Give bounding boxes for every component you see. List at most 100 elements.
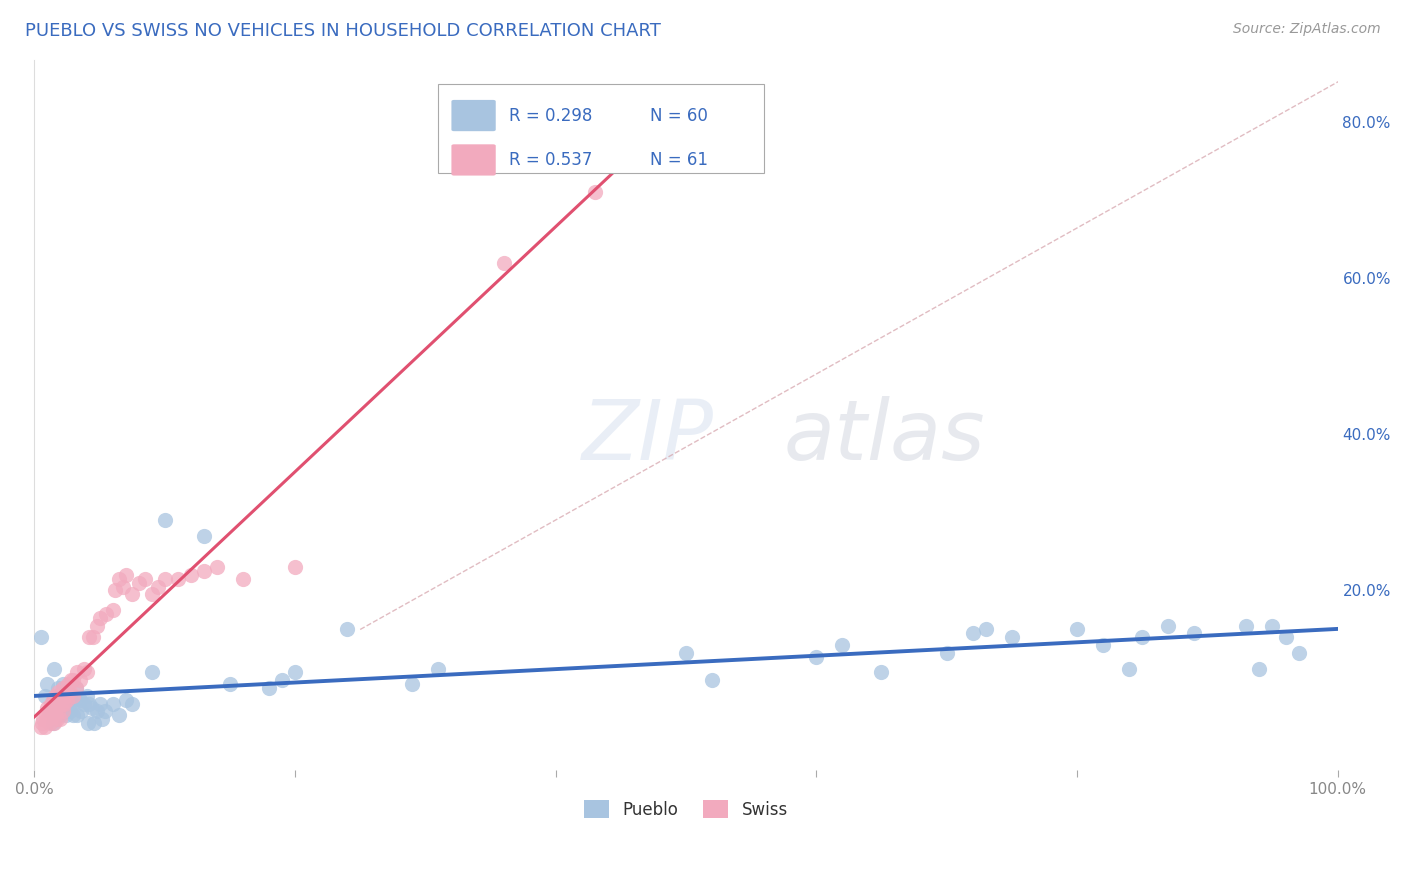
Point [44,705,66,719]
Text: ZIP: ZIP [582,396,714,476]
Point [77,697,100,711]
Point [41,692,63,706]
Point [58,685,80,699]
Point [700,673,723,688]
Point [49,689,72,703]
Point [1092,638,1115,652]
Point [62,708,84,723]
Point [58,685,80,699]
Point [53,692,76,706]
Point [675,646,697,660]
Text: Source: ZipAtlas.com: Source: ZipAtlas.com [1233,22,1381,37]
Point [76,665,98,680]
Point [46,685,69,699]
Point [86,705,108,719]
Point [45,712,67,726]
FancyBboxPatch shape [451,100,496,131]
Point [80,700,103,714]
Point [52,681,75,695]
Point [51,685,73,699]
Point [39,697,62,711]
Point [141,587,163,601]
Legend: Pueblo, Swiss: Pueblo, Swiss [578,794,794,826]
Point [63,692,86,706]
Point [91,712,114,726]
Point [166,572,188,586]
Point [58,677,80,691]
Point [62,689,84,703]
Point [108,572,131,586]
Point [46,705,69,719]
Point [193,529,215,543]
Point [1182,626,1205,640]
Point [1274,630,1296,644]
Point [55,708,77,723]
Point [89,697,111,711]
Point [492,255,515,269]
Point [48,700,70,714]
Point [32,712,55,726]
Point [271,673,294,688]
Point [128,575,150,590]
Point [73,661,96,675]
Point [49,708,72,723]
Point [70,705,93,719]
Point [37,712,59,726]
Point [401,677,423,691]
Point [935,646,957,660]
Point [1234,618,1257,632]
Text: PUEBLO VS SWISS NO VEHICLES IN HOUSEHOLD CORRELATION CHART: PUEBLO VS SWISS NO VEHICLES IN HOUSEHOLD… [25,22,661,40]
Point [1001,630,1024,644]
Point [42,661,65,675]
Point [69,692,91,706]
Point [41,716,63,731]
Point [30,630,52,644]
Point [49,712,72,726]
Point [1157,618,1180,632]
FancyBboxPatch shape [439,85,765,173]
Text: R = 0.298: R = 0.298 [509,106,592,125]
Point [51,697,73,711]
Point [86,618,108,632]
Point [48,692,70,706]
Point [232,572,254,586]
Point [82,630,104,644]
Point [66,708,89,723]
Point [39,716,62,731]
Text: N = 61: N = 61 [650,151,707,169]
Point [101,603,124,617]
Point [76,689,98,703]
Point [974,623,997,637]
Point [108,708,131,723]
Point [193,564,215,578]
Point [62,673,84,688]
Point [53,697,76,711]
Point [94,705,117,719]
Point [336,623,359,637]
Point [121,587,143,601]
Point [77,630,100,644]
Point [42,716,65,731]
Point [69,673,91,688]
Point [1118,661,1140,675]
Point [141,665,163,680]
Point [111,580,134,594]
Point [56,692,79,706]
Point [104,583,127,598]
Point [284,665,307,680]
Point [101,697,124,711]
Point [42,697,65,711]
FancyBboxPatch shape [451,145,496,176]
Point [52,677,75,691]
Point [30,720,52,734]
Point [831,638,853,652]
Point [870,665,893,680]
Point [44,689,66,703]
Point [1130,630,1153,644]
Point [583,186,606,200]
Point [1066,623,1088,637]
Point [65,681,87,695]
Point [148,580,170,594]
Point [34,689,56,703]
Point [94,607,117,621]
